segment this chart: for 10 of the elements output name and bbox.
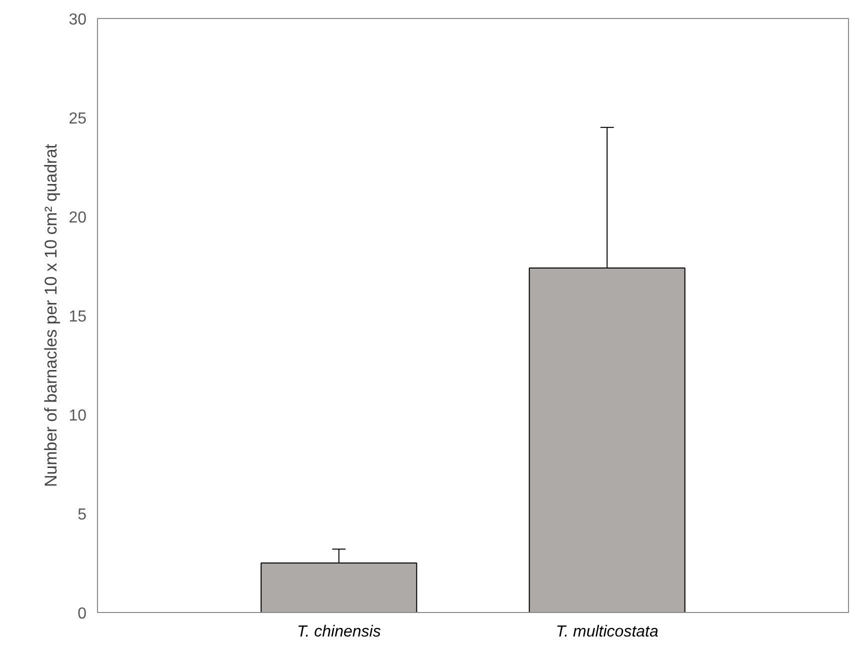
y-tick-label: 0 <box>78 606 87 622</box>
y-tick-label: 25 <box>68 110 87 128</box>
y-tick-label: 15 <box>68 308 87 326</box>
x-tick-label: T. chinensis <box>296 624 381 640</box>
y-tick-label: 10 <box>68 408 87 424</box>
x-tick-label: T. multicostata <box>556 624 658 640</box>
y-tick-label: 30 <box>68 12 87 28</box>
y-axis-title: Number of barnacles per 10 x 10 cm² quadrat <box>42 144 61 487</box>
y-tick-label: 20 <box>68 210 87 226</box>
y-tick-label: 5 <box>78 506 87 524</box>
